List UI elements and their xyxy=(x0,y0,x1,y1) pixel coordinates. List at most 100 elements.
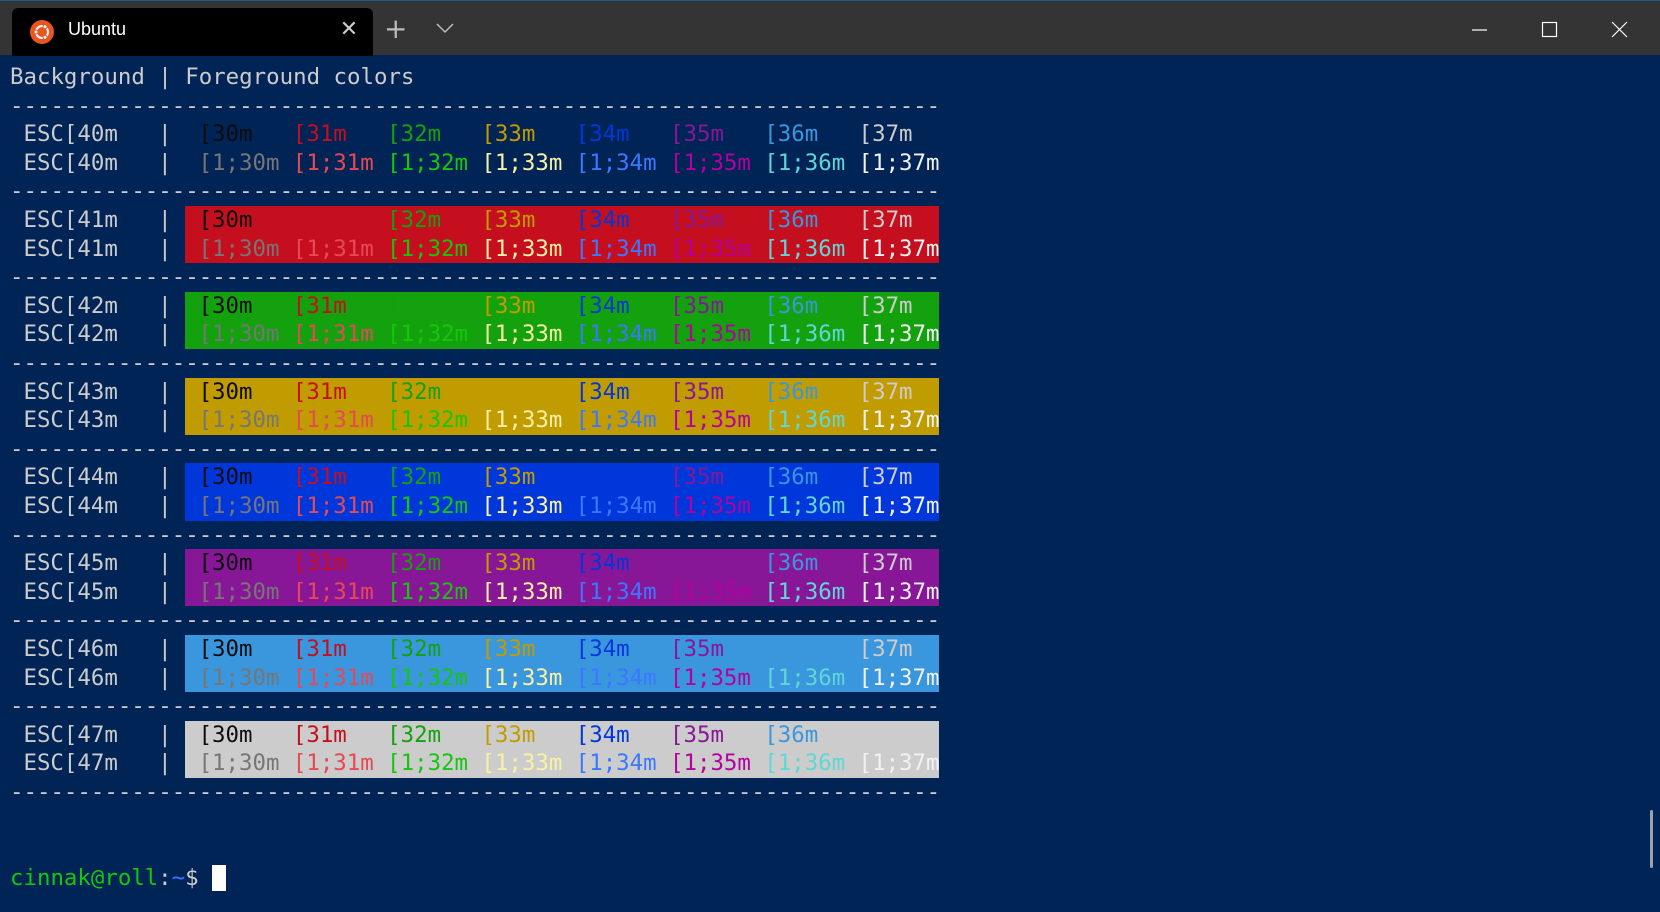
fg-sample: [1;30m xyxy=(198,407,280,434)
bg-code-label: ESC[45m xyxy=(23,550,118,577)
fg-sample: [1;30m xyxy=(198,750,280,777)
fg-sample: [1;37m xyxy=(858,664,940,691)
fg-sample: [36m xyxy=(764,292,819,319)
fg-sample: [34m xyxy=(575,550,630,577)
fg-sample: [37m xyxy=(858,550,913,577)
scrollbar[interactable] xyxy=(1650,810,1653,868)
fg-sample: [35m xyxy=(670,464,724,491)
separator: ----------------------------------------… xyxy=(10,178,941,205)
background-block xyxy=(185,463,940,521)
divider: | xyxy=(158,235,172,262)
fg-sample: [1;34m xyxy=(575,493,657,519)
fg-sample: [30m xyxy=(198,550,253,577)
fg-sample: [33m xyxy=(481,464,536,491)
fg-sample: [1;30m xyxy=(198,149,280,176)
fg-sample: [1;32m xyxy=(387,750,469,777)
fg-sample: [34m xyxy=(575,721,630,748)
divider: | xyxy=(158,750,172,777)
fg-sample: [1;35m xyxy=(670,493,751,519)
fg-sample: [30m xyxy=(198,464,253,491)
fg-sample: [31m xyxy=(292,121,347,148)
fg-sample: [32m xyxy=(387,207,442,233)
separator: ----------------------------------------… xyxy=(10,92,941,119)
fg-sample: [35m xyxy=(670,207,724,233)
bg-code-label: ESC[41m xyxy=(23,207,118,233)
color-row: ESC[41m | [30m [31m [32m [33m [34m [35m [36m [37m xyxy=(10,206,939,235)
fg-sample: [37m xyxy=(858,464,913,491)
fg-sample: [1;36m xyxy=(764,578,846,605)
fg-sample: [31m xyxy=(292,464,347,491)
color-row: ESC[40m | [1;30m [1;31m [1;32m [1;33m [1;34m [1… xyxy=(10,149,939,178)
close-button[interactable] xyxy=(1584,1,1654,56)
divider: | xyxy=(158,149,172,176)
fg-sample: [1;36m xyxy=(764,149,846,176)
fg-sample: [1;31m xyxy=(292,149,374,176)
fg-sample: [35m xyxy=(670,636,724,662)
color-row: ESC[42m | [30m [31m [32m [33m [34m [35m [36m [37m xyxy=(10,292,939,321)
fg-sample: [35m xyxy=(670,550,724,577)
fg-sample: [1;37m xyxy=(858,578,940,605)
divider: | xyxy=(158,578,172,605)
fg-sample: [31m xyxy=(292,207,347,233)
fg-sample: [32m xyxy=(387,464,442,491)
tab-ubuntu[interactable]: Ubuntu ✕ xyxy=(12,8,373,56)
bg-code-label: ESC[43m xyxy=(23,407,118,434)
fg-sample: [1;31m xyxy=(292,664,374,691)
fg-sample: [1;33m xyxy=(481,750,563,777)
bg-code-label: ESC[45m xyxy=(23,578,118,605)
fg-sample: [33m xyxy=(481,378,536,405)
title-bar: Ubuntu ✕ + xyxy=(0,0,1660,56)
prompt-path: ~ xyxy=(171,864,186,891)
fg-sample: [1;35m xyxy=(670,664,751,691)
bg-code-label: ESC[41m xyxy=(23,235,118,262)
fg-sample: [1;34m xyxy=(575,664,657,691)
fg-sample: [1;33m xyxy=(481,235,563,262)
fg-sample: [1;32m xyxy=(387,235,469,262)
divider: | xyxy=(158,550,172,577)
color-row: ESC[46m | [1;30m [1;31m [1;32m [1;33m [1;34m [1… xyxy=(10,664,939,693)
fg-sample: [34m xyxy=(575,378,630,405)
bg-code-label: ESC[47m xyxy=(23,721,118,748)
fg-sample: [1;35m xyxy=(670,235,751,262)
fg-sample: [34m xyxy=(575,636,630,662)
separator: ----------------------------------------… xyxy=(10,350,941,376)
fg-sample: [32m xyxy=(387,292,442,319)
chevron-down-icon[interactable] xyxy=(436,19,454,38)
fg-sample: [1;30m xyxy=(198,664,280,691)
fg-sample: [1;31m xyxy=(292,235,374,262)
fg-sample: [33m xyxy=(481,550,536,577)
fg-sample: [1;35m xyxy=(670,149,751,176)
fg-sample: [36m xyxy=(764,636,819,662)
fg-sample: [1;37m xyxy=(858,493,940,519)
color-row: ESC[43m | [1;30m [1;31m [1;32m [1;33m [1;34m [1… xyxy=(10,406,939,435)
fg-sample: [1;33m xyxy=(481,493,563,519)
bg-code-label: ESC[47m xyxy=(23,750,118,777)
fg-sample: [1;33m xyxy=(481,321,563,348)
divider: | xyxy=(158,636,172,662)
background-block xyxy=(185,206,940,264)
fg-sample: [31m xyxy=(292,292,347,319)
fg-sample: [30m xyxy=(198,636,253,662)
background-block xyxy=(185,720,940,778)
fg-sample: [1;35m xyxy=(670,321,751,348)
maximize-button[interactable] xyxy=(1514,1,1584,56)
fg-sample: [37m xyxy=(858,292,913,319)
fg-sample: [1;33m xyxy=(481,578,563,605)
fg-sample: [1;35m xyxy=(670,578,751,605)
fg-sample: [1;34m xyxy=(575,407,657,434)
minimize-button[interactable] xyxy=(1444,1,1514,56)
new-tab-button[interactable]: + xyxy=(384,12,408,45)
bg-code-label: ESC[40m xyxy=(23,121,118,148)
tab-close-icon[interactable]: ✕ xyxy=(339,17,359,42)
fg-sample: [35m xyxy=(670,378,724,405)
fg-sample: [37m xyxy=(858,121,913,148)
bg-code-label: ESC[46m xyxy=(23,664,118,691)
terminal-output[interactable]: Background | Foreground colors ----------… xyxy=(0,55,1660,912)
fg-sample: [36m xyxy=(764,121,819,148)
fg-sample: [1;33m xyxy=(481,664,563,691)
fg-sample: [1;31m xyxy=(292,750,374,777)
fg-sample: [1;30m xyxy=(198,235,280,262)
fg-sample: [31m xyxy=(292,636,347,662)
fg-sample: [34m xyxy=(575,207,630,233)
fg-sample: [1;32m xyxy=(387,578,469,605)
